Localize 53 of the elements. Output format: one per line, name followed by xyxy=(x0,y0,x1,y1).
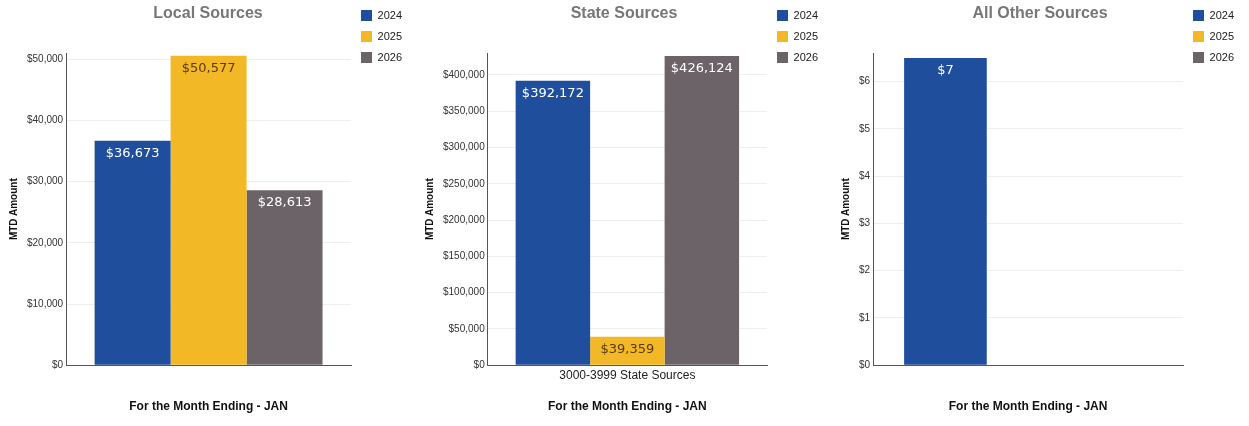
legend-label: 2025 xyxy=(1209,29,1235,42)
y-tick-label: $40,000 xyxy=(26,114,64,126)
y-tick-label: $30,000 xyxy=(26,175,64,187)
data-label: $426,124 xyxy=(670,59,733,75)
legend-label: 2024 xyxy=(793,8,819,21)
chart-title: All Other Sources xyxy=(972,4,1108,22)
y-tick-label: $2 xyxy=(859,264,871,276)
legend-label: 2026 xyxy=(1209,50,1235,63)
y-tick-label: $6 xyxy=(859,75,871,87)
bar xyxy=(664,56,740,365)
data-label: $28,613 xyxy=(257,194,312,210)
data-label: $50,577 xyxy=(181,59,236,75)
y-tick-label: $5 xyxy=(859,122,871,134)
y-tick-label: $200,000 xyxy=(442,213,486,225)
y-tick-label: $4 xyxy=(859,169,871,181)
data-label: $7 xyxy=(937,61,954,77)
y-axis-title: MTD Amount xyxy=(7,177,19,241)
y-tick-label: $3 xyxy=(859,217,871,229)
legend-label: 2024 xyxy=(1209,8,1235,21)
y-axis-title: MTD Amount xyxy=(839,177,851,241)
y-tick-label: $300,000 xyxy=(442,141,486,153)
y-tick-label: $0 xyxy=(473,358,486,370)
y-tick-label: $50,000 xyxy=(26,53,64,65)
chart-title: State Sources xyxy=(570,4,678,22)
y-tick-label: $350,000 xyxy=(442,105,486,116)
y-tick-label: $1 xyxy=(859,311,871,323)
y-tick-label: $0 xyxy=(859,358,871,370)
bar xyxy=(170,55,247,365)
bar xyxy=(515,80,591,365)
y-tick-label: $50,000 xyxy=(448,322,486,334)
y-tick-label: $150,000 xyxy=(442,250,486,262)
bar xyxy=(246,190,323,365)
legend-label: 2024 xyxy=(377,8,403,21)
bar xyxy=(94,140,171,365)
y-tick-label: $0 xyxy=(52,358,64,370)
y-tick-label: $100,000 xyxy=(442,286,486,298)
x-axis-title: For the Month Ending - JAN xyxy=(948,399,1108,414)
y-tick-label: $250,000 xyxy=(442,177,486,189)
y-tick-label: $20,000 xyxy=(26,236,64,248)
y-axis-title: MTD Amount xyxy=(423,177,435,241)
chart-title: Local Sources xyxy=(153,4,263,22)
data-label: $39,359 xyxy=(600,340,655,356)
data-label: $36,673 xyxy=(105,144,160,160)
legend-label: 2025 xyxy=(793,29,819,42)
data-label: $392,172 xyxy=(521,84,584,100)
x-tick-label: 3000-3999 State Sources xyxy=(559,367,696,382)
legend-label: 2026 xyxy=(793,50,819,63)
x-axis-title: For the Month Ending - JAN xyxy=(129,399,288,414)
x-axis-title: For the Month Ending - JAN xyxy=(548,399,707,414)
y-tick-label: $400,000 xyxy=(442,68,486,80)
y-tick-label: $10,000 xyxy=(26,297,64,309)
legend-label: 2026 xyxy=(377,50,403,63)
legend-label: 2025 xyxy=(377,29,403,42)
